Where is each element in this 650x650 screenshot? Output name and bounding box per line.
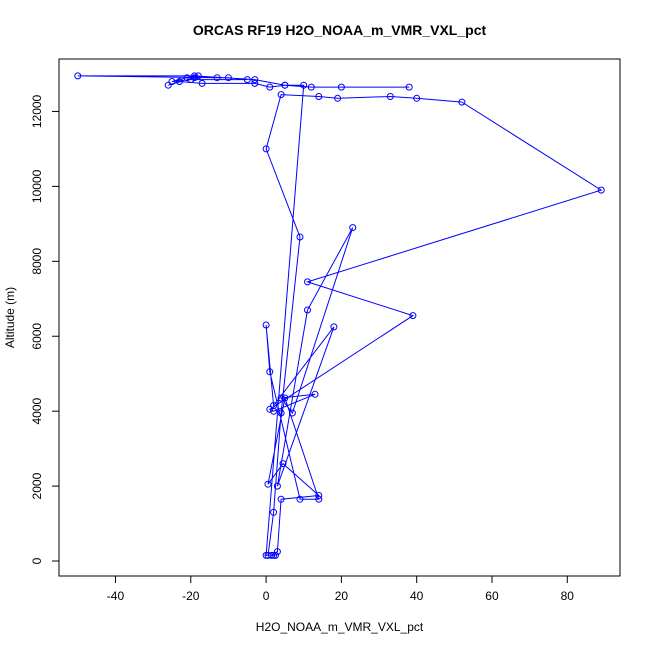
x-tick-label: 80 — [561, 589, 575, 603]
data-point — [213, 74, 221, 82]
data-point — [264, 480, 272, 488]
x-tick-label: 60 — [485, 589, 499, 603]
data-point — [307, 83, 315, 91]
data-point — [264, 551, 272, 559]
data-point — [251, 76, 259, 84]
x-tick-label: 40 — [410, 589, 424, 603]
data-point — [273, 482, 281, 490]
data-point — [277, 409, 285, 417]
data-point — [198, 79, 206, 87]
data-point — [277, 394, 285, 402]
data-point — [300, 81, 308, 89]
data-point — [183, 74, 191, 82]
data-point — [270, 407, 278, 415]
data-point — [304, 278, 311, 286]
data-point — [458, 98, 466, 106]
data-point — [243, 76, 251, 84]
data-point — [304, 306, 311, 314]
data-point — [311, 390, 319, 398]
chart-title: ORCAS RF19 H2O_NOAA_m_VMR_VXL_pct — [193, 22, 487, 38]
data-point — [296, 233, 304, 241]
data-point — [266, 405, 274, 413]
data-point — [262, 551, 270, 559]
data-point — [262, 321, 270, 329]
data-point — [337, 83, 345, 91]
data-point — [191, 72, 198, 80]
series-points — [74, 72, 605, 559]
y-tick-label: 12000 — [30, 94, 44, 128]
data-point — [315, 495, 323, 503]
data-point — [334, 94, 342, 102]
data-point — [405, 83, 413, 91]
data-point — [266, 368, 274, 376]
data-point — [168, 78, 176, 85]
y-axis: 0 2000 4000 6000 8000 10000 12000 — [30, 94, 60, 564]
data-point — [273, 548, 281, 556]
x-tick-label: 0 — [263, 589, 270, 603]
data-point — [224, 74, 232, 82]
data-point — [315, 492, 323, 499]
data-point — [413, 94, 421, 102]
data-point — [279, 460, 287, 468]
data-point — [349, 224, 357, 232]
data-point — [194, 72, 202, 80]
data-point — [262, 145, 270, 153]
y-tick-label: 4000 — [30, 397, 44, 424]
data-point — [288, 409, 296, 417]
y-tick-label: 2000 — [30, 472, 44, 499]
data-point — [74, 72, 82, 80]
data-point — [281, 81, 289, 89]
x-axis: -40 -20 0 20 40 60 80 — [107, 575, 575, 603]
data-point — [315, 93, 323, 100]
data-point — [270, 508, 278, 516]
y-axis-label: Altitude (m) — [3, 287, 17, 348]
x-tick-label: -20 — [182, 589, 200, 603]
x-axis-label: H2O_NOAA_m_VMR_VXL_pct — [256, 620, 424, 634]
data-point — [330, 323, 338, 331]
data-point — [296, 495, 304, 503]
data-point — [277, 495, 285, 503]
y-tick-label: 0 — [30, 557, 44, 564]
data-point — [281, 394, 289, 402]
data-point — [597, 186, 605, 194]
data-point — [386, 93, 394, 100]
data-point — [187, 76, 195, 84]
data-point — [409, 312, 417, 320]
y-tick-label: 10000 — [30, 169, 44, 203]
x-tick-label: -40 — [107, 589, 125, 603]
y-tick-label: 8000 — [30, 248, 44, 275]
data-point — [251, 79, 259, 87]
data-point — [164, 81, 172, 89]
x-tick-label: 20 — [335, 589, 349, 603]
data-point — [176, 78, 183, 85]
y-tick-label: 6000 — [30, 323, 44, 350]
data-point — [266, 83, 274, 91]
data-point — [272, 551, 279, 559]
data-point — [277, 91, 285, 99]
